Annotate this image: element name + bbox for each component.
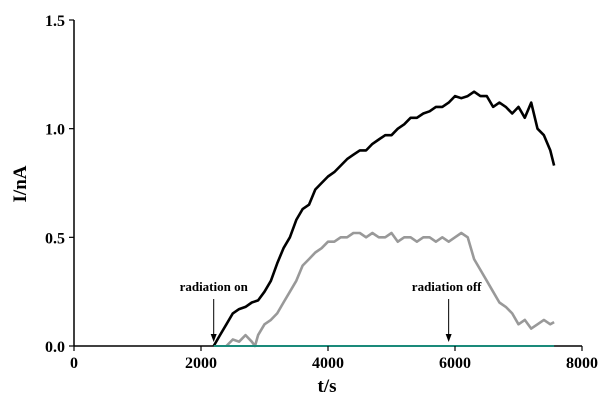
annotations: radiation on radiation off (180, 279, 483, 342)
series-layer (214, 92, 554, 346)
x-tick-label: 4000 (312, 355, 344, 372)
series-line-2 (226, 233, 554, 346)
x-tick-label: 0 (70, 355, 78, 372)
y-axis-label: I/nA (10, 165, 31, 202)
y-tick-label: 0.0 (45, 339, 65, 356)
x-axis-ticks: 0 2000 4000 6000 8000 (70, 346, 598, 372)
x-tick-label: 6000 (439, 355, 471, 372)
x-tick-label: 2000 (185, 355, 217, 372)
x-tick-label: 8000 (566, 355, 598, 372)
x-axis-label: t/s (318, 376, 337, 397)
y-axis-ticks: 0.0 0.5 1.0 1.5 (45, 13, 74, 356)
annotation-label: radiation on (180, 279, 249, 294)
annotation-arrowhead (446, 334, 452, 342)
series-line-1 (214, 92, 554, 346)
y-tick-label: 0.5 (45, 230, 65, 247)
y-tick-label: 1.0 (45, 122, 65, 139)
y-tick-label: 1.5 (45, 13, 65, 30)
plot-frame (74, 20, 582, 346)
annotation-label: radiation off (412, 279, 482, 294)
